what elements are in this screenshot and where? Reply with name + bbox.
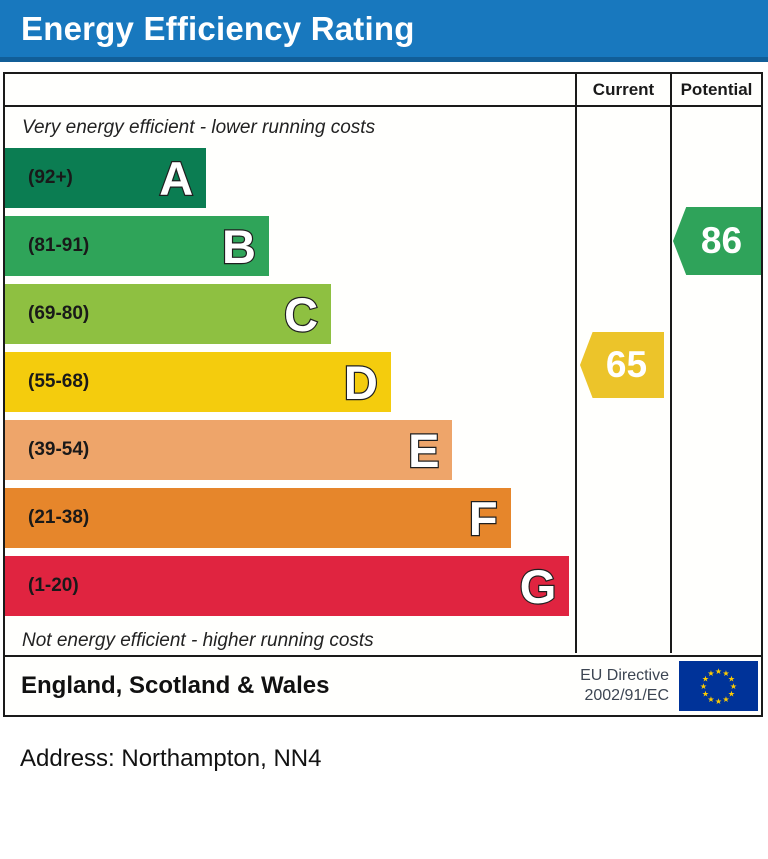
svg-text:★: ★: [730, 682, 737, 691]
band-row-c: (69-80) C: [5, 284, 332, 344]
header-spacer-cell: [5, 74, 575, 105]
svg-text:★: ★: [722, 669, 729, 678]
svg-text:★: ★: [728, 675, 735, 684]
band-row-b: (81-91) B: [5, 216, 269, 276]
band-range-e: (39-54): [28, 439, 90, 460]
band-range-g: (1-20): [28, 575, 79, 596]
svg-text:★: ★: [722, 695, 729, 704]
band-letter-f: F: [468, 491, 499, 545]
svg-text:★: ★: [702, 690, 709, 699]
page-title: Energy Efficiency Rating: [21, 9, 415, 47]
svg-text:★: ★: [702, 675, 709, 684]
potential-column-header: Potential: [670, 74, 761, 105]
svg-text:★: ★: [707, 669, 714, 678]
band-letter-a: A: [158, 151, 194, 205]
band-row-g: (1-20) G: [5, 556, 570, 616]
table-header-row: Current Potential: [5, 74, 761, 107]
footer-bar: England, Scotland & Wales EU Directive 2…: [3, 655, 763, 717]
band-range-d: (55-68): [28, 371, 90, 392]
current-rating-marker: 65: [580, 332, 664, 398]
potential-rating-value: 86: [700, 220, 743, 261]
band-letter-c: C: [283, 287, 319, 341]
top-note: Very energy efficient - lower running co…: [22, 116, 376, 138]
region-label: England, Scotland & Wales: [21, 672, 330, 699]
svg-text:★: ★: [715, 697, 722, 706]
band-row-e: (39-54) E: [5, 420, 453, 480]
current-column: 65: [575, 107, 670, 653]
eu-flag-icon: ★ ★ ★ ★ ★ ★ ★ ★ ★ ★ ★ ★: [679, 661, 758, 711]
svg-text:★: ★: [707, 695, 714, 704]
band-letter-b: B: [221, 219, 257, 273]
rating-scale-column: Very energy efficient - lower running co…: [5, 107, 575, 653]
rating-table: Current Potential Very energy efficient …: [3, 72, 763, 657]
address-line: Address: Northampton, NN4: [20, 745, 322, 772]
eu-directive-line1: EU Directive: [580, 667, 669, 684]
current-column-header: Current: [575, 74, 670, 105]
band-letter-g: G: [519, 559, 558, 613]
bottom-note: Not energy efficient - higher running co…: [22, 630, 374, 651]
potential-column: 86: [670, 107, 761, 653]
potential-rating-marker: 86: [673, 207, 761, 275]
band-letter-e: E: [407, 423, 441, 477]
eu-directive-label: EU Directive 2002/91/EC: [580, 666, 669, 706]
band-row-a: (92+) A: [5, 148, 207, 208]
svg-text:★: ★: [700, 682, 707, 691]
band-letter-d: D: [343, 355, 379, 409]
chart-title-bar: Energy Efficiency Rating: [0, 0, 768, 62]
band-range-b: (81-91): [28, 235, 90, 256]
band-range-c: (69-80): [28, 303, 90, 324]
band-row-d: (55-68) D: [5, 352, 391, 412]
table-body: Very energy efficient - lower running co…: [5, 107, 761, 653]
eu-directive-line2: 2002/91/EC: [584, 687, 669, 704]
band-range-f: (21-38): [28, 507, 90, 528]
svg-text:★: ★: [728, 690, 735, 699]
svg-text:★: ★: [715, 667, 722, 676]
current-rating-value: 65: [605, 344, 648, 385]
band-row-f: (21-38) F: [5, 488, 511, 548]
band-range-a: (92+): [28, 167, 73, 188]
